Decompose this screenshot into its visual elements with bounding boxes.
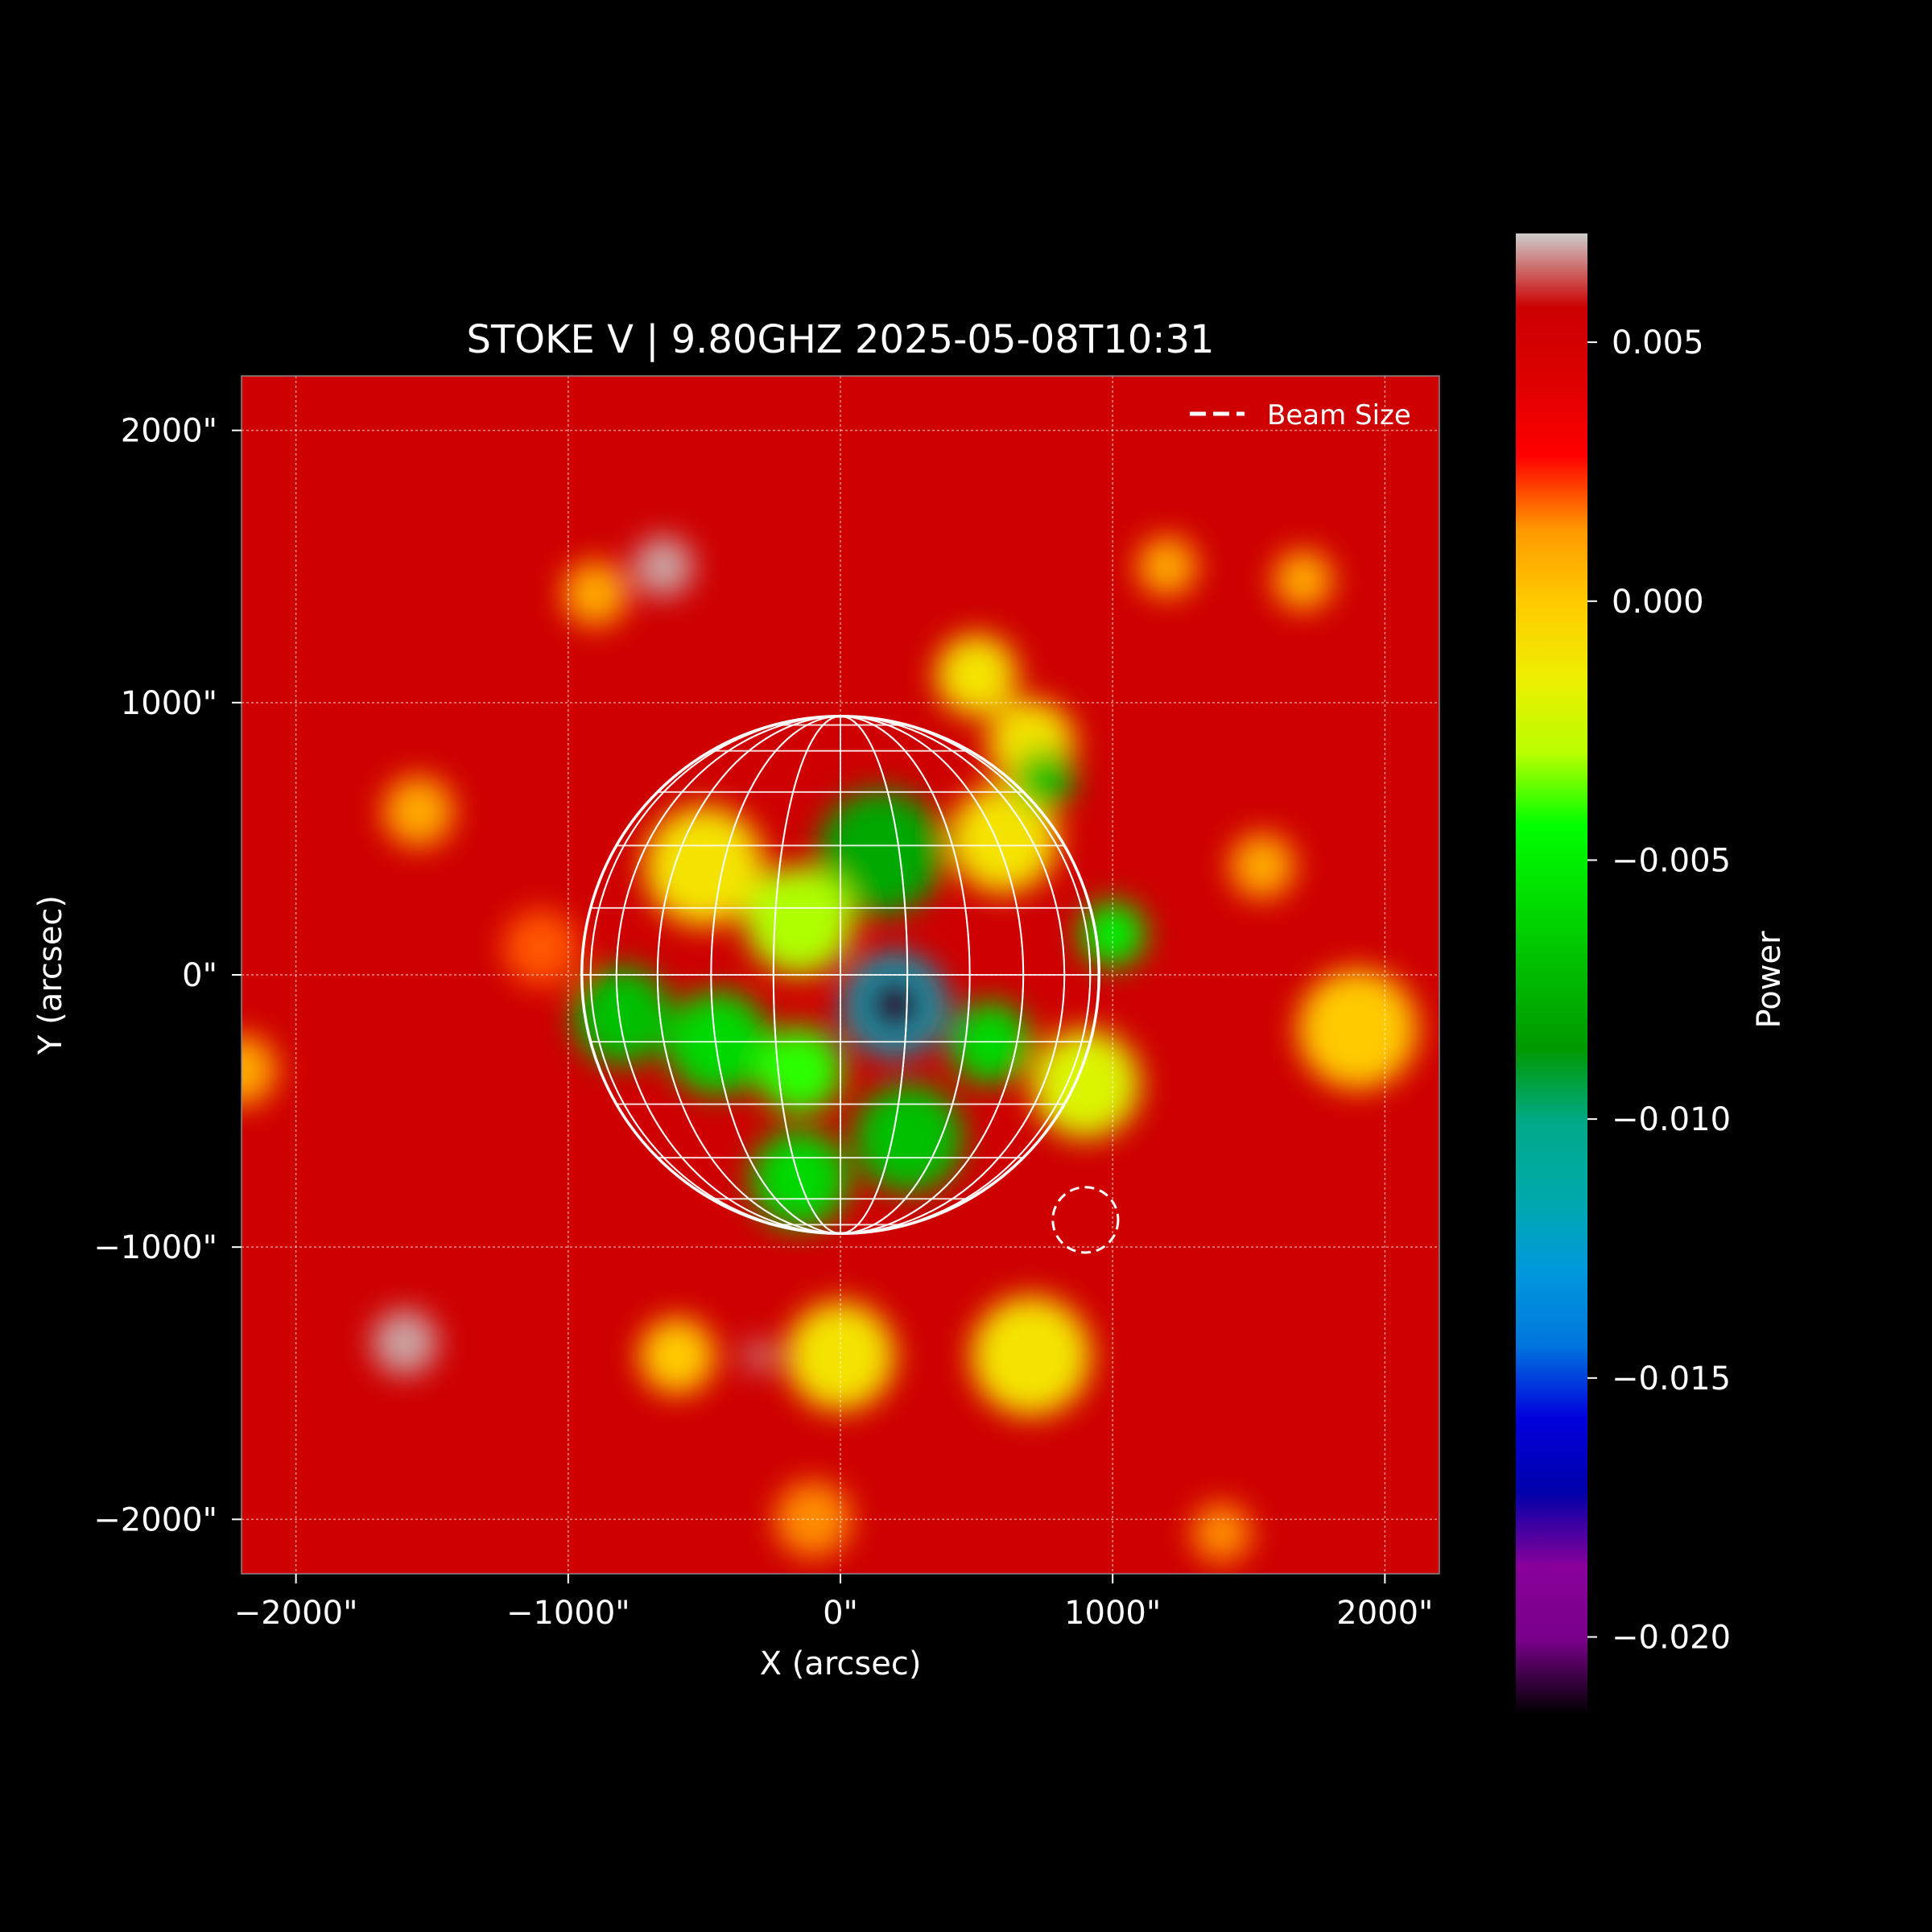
colorbar-tick-label: 0.000 [1612, 584, 1704, 621]
colorbar-label: Power [1751, 931, 1788, 1028]
heatmap-blob [949, 784, 1059, 894]
y-tick-label: 0" [182, 957, 217, 994]
x-axis-ticks: −2000" −1000" 0" 1000" 2000" [234, 1574, 1433, 1632]
colorbar-tick-label: −0.005 [1612, 842, 1731, 879]
heatmap-blob [949, 1001, 1031, 1084]
x-tick-label: 0" [823, 1595, 858, 1632]
heatmap-blob [742, 1340, 775, 1373]
heatmap-blob [1191, 1503, 1252, 1563]
heatmap-blob [666, 991, 770, 1095]
heatmap-blob [563, 560, 629, 627]
heatmap-blob [242, 1034, 277, 1106]
heatmap-blob [818, 790, 944, 915]
heatmap-blob [382, 776, 454, 848]
y-tick-label: 2000" [121, 413, 217, 450]
heatmap-blob [1030, 1029, 1140, 1138]
heatmap-blob [372, 1309, 438, 1376]
colorbar-ticks: 0.005 0.000 −0.005 −0.010 −0.015 −0.020 [1587, 324, 1731, 1656]
solar-disk-grid [580, 714, 1101, 1236]
y-axis-ticks: 2000" 1000" 0" −1000" −2000" [93, 413, 242, 1538]
beam-size-circle [1051, 1186, 1120, 1254]
x-tick-label: −1000" [506, 1595, 630, 1632]
heatmap-blob [865, 975, 925, 1035]
heatmap-blob [786, 1301, 895, 1411]
heatmap-blob [1137, 536, 1198, 597]
legend: Beam Size [1190, 399, 1411, 431]
heatmap-blob [935, 634, 1018, 716]
heatmap-blob [971, 1296, 1092, 1416]
plot-area [242, 376, 1439, 1574]
y-tick-label: −1000" [93, 1229, 217, 1266]
heatmap-features [242, 536, 1418, 1563]
legend-label: Beam Size [1267, 399, 1411, 431]
x-axis-label: X (arcsec) [760, 1645, 922, 1682]
heatmap-blob [745, 865, 854, 975]
colorbar-tick-label: 0.005 [1612, 324, 1704, 361]
y-tick-label: 1000" [121, 685, 217, 722]
chart-title: STOKE V | 9.80GHZ 2025-05-08T10:31 [466, 317, 1214, 362]
heatmap-blob [1014, 749, 1075, 809]
heatmap-blob [644, 806, 765, 927]
y-axis-label: Y (arcsec) [32, 895, 69, 1055]
heatmap-blob [853, 1084, 964, 1193]
colorbar-tick-label: −0.010 [1612, 1101, 1731, 1138]
x-tick-label: −2000" [234, 1595, 358, 1632]
heatmap-blob [638, 1318, 716, 1394]
y-tick-label: −2000" [93, 1501, 217, 1538]
heatmap-blob [1229, 833, 1295, 899]
heatmap-blob [1298, 969, 1418, 1090]
colorbar-gradient [1516, 233, 1587, 1715]
heatmap-blob [1273, 550, 1334, 610]
heatmap-blob [633, 536, 694, 597]
colorbar: 0.005 0.000 −0.005 −0.010 −0.015 −0.020 Power [1516, 233, 1788, 1715]
x-tick-label: 2000" [1336, 1595, 1433, 1632]
heatmap-blob [756, 1026, 844, 1114]
colorbar-tick-label: −0.020 [1612, 1619, 1731, 1656]
solar-limb [580, 714, 1101, 1236]
colorbar-tick-label: −0.015 [1612, 1360, 1731, 1397]
heatmap-blob [502, 909, 580, 986]
x-tick-label: 1000" [1064, 1595, 1161, 1632]
heatmap-blob [1080, 901, 1146, 967]
